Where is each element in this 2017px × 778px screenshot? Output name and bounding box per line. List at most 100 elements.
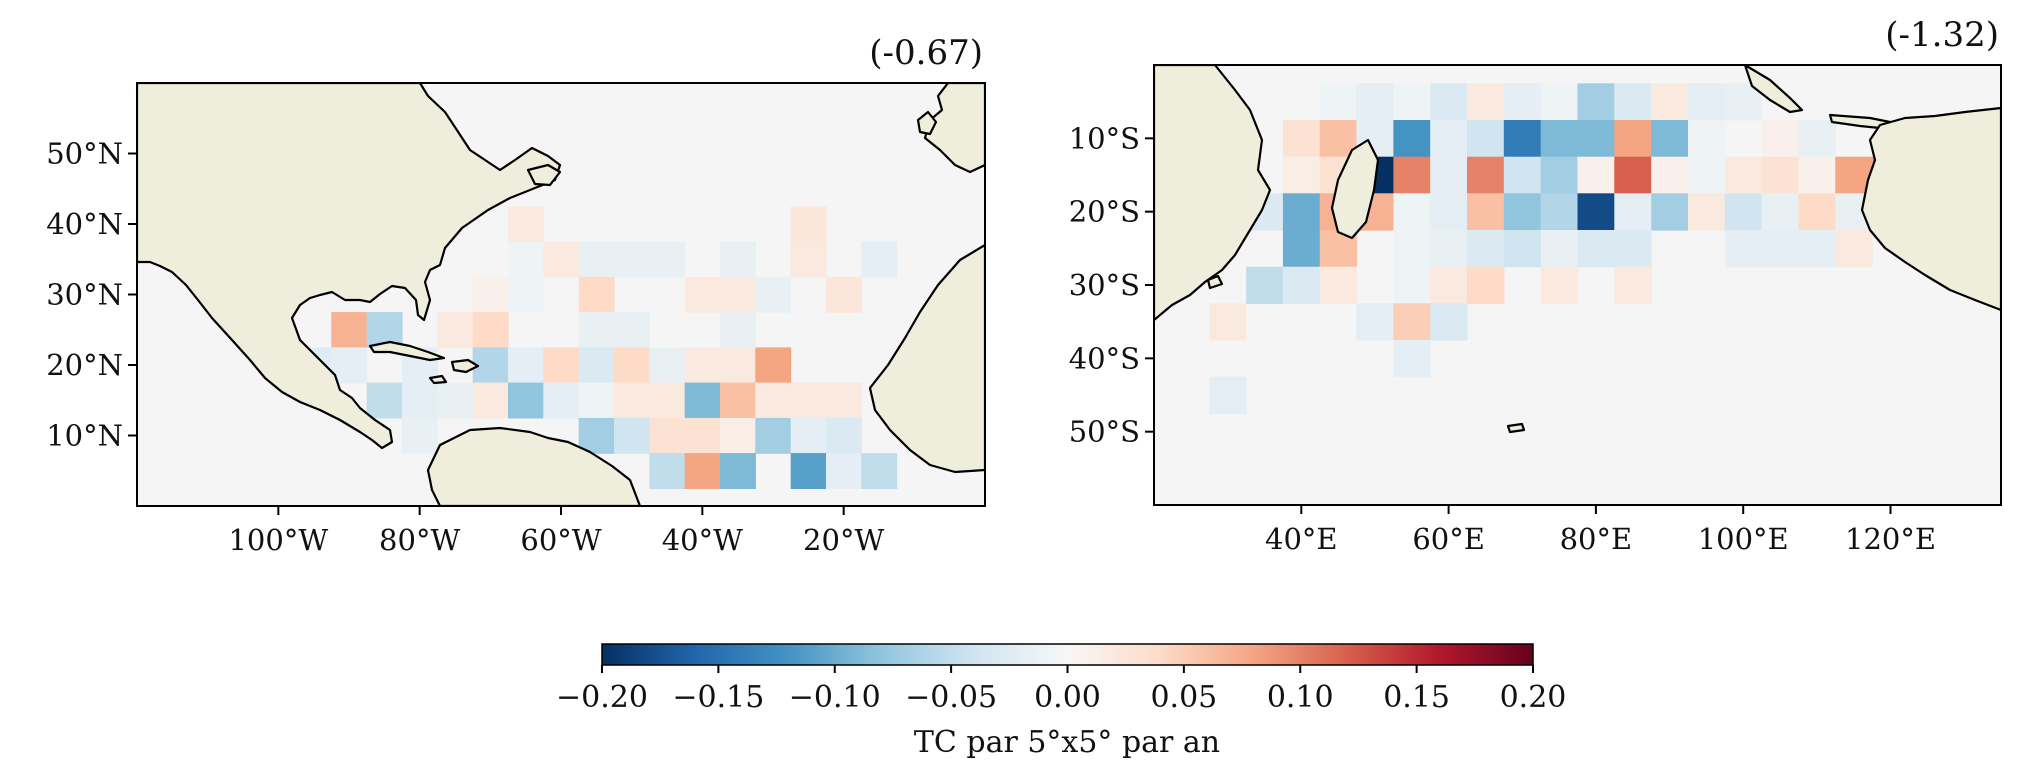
left-heatmap-cell	[790, 417, 827, 454]
left-heatmap-cell	[472, 312, 509, 348]
hispaniola-land	[450, 358, 480, 374]
right-heatmap-cell	[1798, 120, 1836, 158]
right-heatmap-cell	[1282, 193, 1321, 231]
left-heatmap-cell	[614, 312, 650, 348]
left-heatmap-cell	[720, 382, 756, 419]
right-x-tick-label: 80°E	[1560, 522, 1633, 556]
left-heatmap-cell	[684, 453, 721, 489]
left-heatmap-cell	[755, 347, 792, 384]
left-heatmap-cell	[684, 417, 721, 454]
left-x-tick-label: 20°W	[803, 523, 884, 557]
right-heatmap-cell	[1798, 156, 1836, 194]
colorbar-tick-label: −0.20	[556, 680, 648, 715]
left-heatmap-cell	[614, 382, 650, 419]
colorbar-gradient	[601, 643, 1534, 666]
left-x-tick-label: 60°W	[520, 523, 601, 557]
right-x-tick-label: 120°E	[1845, 522, 1936, 556]
right-heatmap-cell	[1540, 156, 1579, 194]
africa-east-land	[1154, 65, 1272, 322]
right-heatmap-cell	[1503, 120, 1542, 158]
left-heatmap-cell	[472, 276, 509, 313]
right-heatmap-cell	[1356, 303, 1394, 341]
right-heatmap-cell	[1651, 193, 1689, 231]
south-america-land	[426, 426, 642, 506]
left-heatmap-cell	[402, 417, 438, 454]
colorbar-tick-label: −0.15	[672, 680, 764, 715]
colorbar-ticks: −0.20 −0.15 −0.10 −0.05 0.00 0.05 0.10 0.15 0.20	[556, 665, 1566, 715]
right-heatmap-cell	[1393, 230, 1431, 268]
right-heatmap-cell	[1467, 230, 1505, 268]
right-heatmap-cell	[1393, 266, 1431, 304]
left-x-axis: 100°W 80°W 60°W 40°W 20°W	[228, 506, 884, 557]
right-heatmap-cell	[1282, 120, 1321, 158]
right-x-axis: 40°E 60°E 80°E 100°E 120°E	[1265, 505, 1936, 556]
left-y-tick-label: 50°N	[46, 137, 123, 171]
north-atlantic-map: (-0.67) 100°W 80°W 60°W 40°W 20°W 10°N 20°N 30…	[46, 33, 986, 557]
right-heatmap-cell	[1393, 340, 1431, 378]
right-heatmap-cell	[1540, 230, 1579, 268]
right-heatmap-cell	[1503, 83, 1542, 121]
right-land-masses	[1154, 65, 2001, 434]
right-heatmap-cell	[1577, 156, 1615, 194]
left-heatmap-cell	[649, 347, 686, 384]
left-heatmap-cell	[578, 312, 615, 348]
right-heatmap-cell	[1688, 193, 1726, 231]
left-heatmap-cell	[578, 347, 615, 384]
right-y-tick-label: 40°S	[1069, 341, 1140, 375]
right-heatmap-cell	[1614, 266, 1652, 304]
jamaica-land	[428, 374, 448, 385]
right-heatmap-cell	[1209, 376, 1247, 414]
right-heatmap-cell	[1614, 193, 1652, 231]
right-heatmap-cell	[1724, 230, 1763, 268]
right-heatmap-cell	[1577, 83, 1615, 121]
left-heatmap-cell	[826, 453, 862, 489]
right-heatmap-cell	[1688, 156, 1726, 194]
left-heatmap-cell	[578, 417, 615, 454]
colorbar-tick-label: 0.20	[1500, 680, 1567, 715]
right-heatmap-cell	[1651, 83, 1689, 121]
right-heatmap-cell	[1430, 193, 1468, 231]
right-heatmap-cell	[1503, 230, 1542, 268]
right-heatmap-cell	[1614, 120, 1652, 158]
right-x-tick-label: 40°E	[1265, 522, 1338, 556]
right-heatmap-cell	[1430, 230, 1468, 268]
colorbar-tick-label: 0.05	[1150, 680, 1217, 715]
right-heatmap-cell	[1540, 83, 1579, 121]
right-heatmap-cell	[1577, 193, 1615, 231]
left-heatmap-cell	[755, 276, 792, 313]
left-heatmap-cell	[543, 347, 580, 384]
left-heatmap-cell	[790, 453, 827, 489]
right-heatmap-cell	[1540, 120, 1579, 158]
left-y-tick-label: 30°N	[46, 278, 123, 312]
right-y-tick-label: 10°S	[1069, 121, 1140, 155]
left-x-tick-label: 80°W	[379, 523, 460, 557]
right-y-axis: 10°S 20°S 30°S 40°S 50°S	[1069, 121, 1154, 449]
south-indian-ocean-map: (-1.32) 40°E 60°E 80°E 100°E 120°E 10°S 20°S 3…	[1069, 15, 2002, 556]
left-heatmap-cell	[826, 276, 862, 313]
left-heatmap-cell	[331, 312, 368, 348]
right-heatmap-cell	[1430, 156, 1468, 194]
british-isles-land	[916, 110, 938, 136]
right-heatmap-cell	[1761, 120, 1799, 158]
left-y-tick-label: 10°N	[46, 419, 123, 453]
right-heatmap-cell	[1540, 266, 1579, 304]
left-heatmap-cell	[649, 417, 686, 454]
right-heatmap-cell	[1467, 266, 1505, 304]
left-x-tick-label: 100°W	[228, 523, 328, 557]
right-heatmap-cell	[1651, 156, 1689, 194]
left-heatmap-cell	[508, 347, 544, 384]
right-heatmap-cell	[1430, 83, 1468, 121]
left-land-masses	[137, 83, 985, 506]
left-heatmap-cell	[720, 417, 756, 454]
left-panel-title: (-0.67)	[869, 33, 983, 73]
left-heatmap-cell	[472, 382, 509, 419]
right-heatmap-cell	[1246, 266, 1284, 304]
kerguelen-island	[1506, 422, 1526, 434]
left-x-tick-label: 40°W	[662, 523, 743, 557]
left-heatmap-cell	[684, 382, 721, 419]
left-heatmap-cell	[755, 417, 792, 454]
right-heatmap-cell	[1393, 83, 1431, 121]
madagascar-land	[1330, 138, 1380, 240]
right-heatmap-cell	[1540, 193, 1579, 231]
